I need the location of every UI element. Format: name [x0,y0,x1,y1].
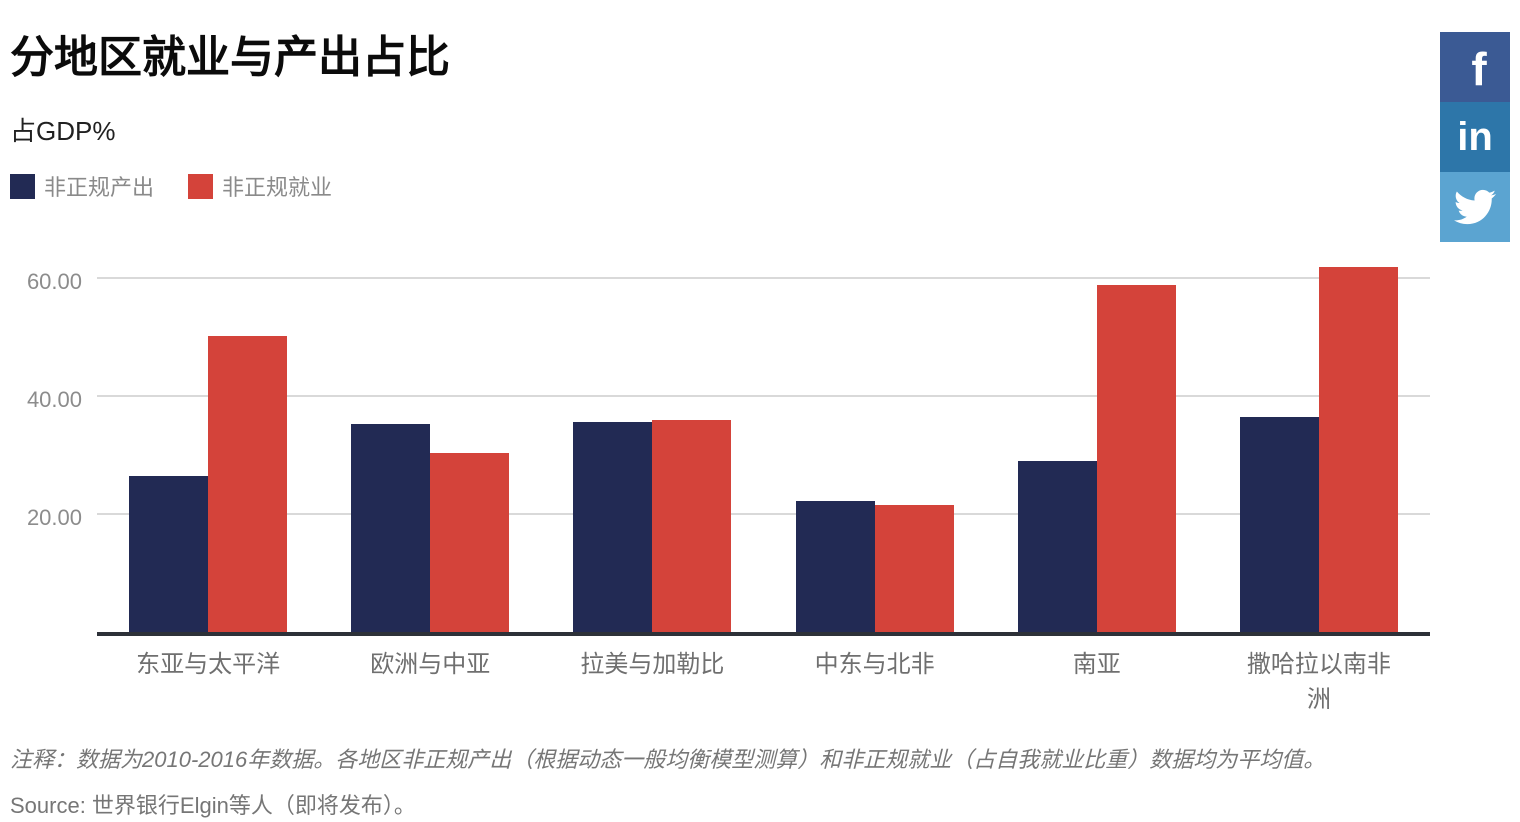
gridline [97,512,1430,515]
gridline [97,394,1430,397]
bar-group [541,250,763,632]
bar [573,422,653,632]
chart-legend: 非正规产出 非正规就业 [10,170,332,202]
chart-source: Source: 世界银行Elgin等人（即将发布）。 [10,793,416,818]
legend-label-informal-output: 非正规产出 [44,175,155,200]
bar-group [97,250,319,632]
bar [652,420,732,632]
bar [351,424,431,632]
bar-group [986,250,1208,632]
x-axis-category-label: 拉美与加勒比 [580,651,725,678]
twitter-share-button[interactable] [1440,172,1510,242]
bar [795,500,875,632]
y-axis-tick-label: 40.00 [26,386,82,412]
bar [1096,284,1176,632]
social-share-stack: f in [1440,32,1510,242]
bar-group [1208,250,1430,632]
bar-group [764,250,986,632]
legend-item-informal-output: 非正规产出 [10,170,154,202]
legend-swatch-informal-employment [188,173,214,199]
bar [1239,417,1319,632]
bar [129,475,209,632]
chart-note: 注释：数据为2010-2016年数据。各地区非正规产出（根据动态一般均衡模型测算… [10,747,1326,772]
x-axis-category-label: 南亚 [1072,651,1121,678]
bar-chart: 20.00 40.00 60.00 [0,250,1430,636]
bar [1017,460,1097,632]
gridline [97,276,1430,279]
bars-container [97,250,1430,632]
legend-label-informal-employment: 非正规就业 [222,175,333,200]
bar [208,336,288,632]
facebook-icon: f [1471,43,1487,95]
chart-subtitle: 占GDP% [10,116,116,146]
bar [874,505,954,632]
x-axis-category-label: 欧洲与中亚 [370,651,491,678]
x-axis-category-label: 东亚与太平洋 [136,651,281,678]
bar [430,453,510,632]
linkedin-share-button[interactable]: in [1440,102,1510,172]
x-axis-labels: 东亚与太平洋 欧洲与中亚 拉美与加勒比 中东与北非 南亚 撒哈拉以南非洲 [97,648,1430,718]
legend-item-informal-employment: 非正规就业 [188,170,332,202]
legend-swatch-informal-output [10,173,35,199]
linkedin-icon: in [1457,115,1493,159]
plot-area [97,250,1430,636]
page-title: 分地区就业与产出占比 [10,33,450,82]
bar-group [319,250,541,632]
twitter-bird-icon [1454,189,1496,225]
x-axis-category-label: 撒哈拉以南非洲 [1246,651,1391,713]
facebook-share-button[interactable]: f [1440,32,1510,102]
bar [1318,266,1398,632]
y-axis-tick-label: 20.00 [26,504,82,530]
x-axis-category-label: 中东与北非 [814,651,935,678]
y-axis-tick-label: 60.00 [26,268,82,294]
